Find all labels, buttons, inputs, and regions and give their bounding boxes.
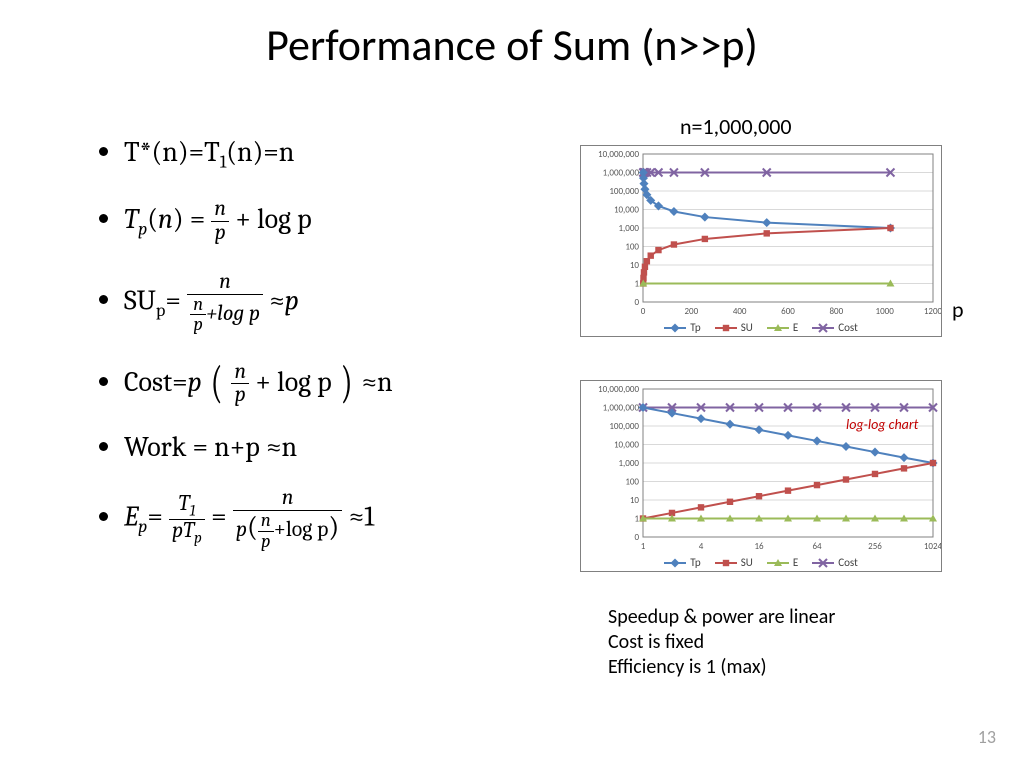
svg-text:400: 400 bbox=[733, 306, 747, 314]
bullet-5: Work = n+p ≈n bbox=[124, 433, 590, 461]
chart-linear: 10,000,0001,000,000100,00010,0001,000100… bbox=[580, 145, 942, 337]
note-line-3: Efficiency is 1 (max) bbox=[608, 655, 835, 680]
note-line-1: Speedup & power are linear bbox=[608, 605, 835, 630]
page-number: 13 bbox=[978, 726, 996, 748]
svg-text:4: 4 bbox=[699, 541, 704, 549]
bullet-6: Ep= T1 pTp = n p(np+log p) ≈1 bbox=[124, 487, 590, 551]
bullet-2: Tp(n) = np + log p bbox=[124, 198, 590, 245]
svg-text:1,000: 1,000 bbox=[619, 458, 640, 469]
chart-notes: Speedup & power are linear Cost is fixed… bbox=[608, 605, 835, 680]
svg-text:100,000: 100,000 bbox=[609, 421, 639, 432]
svg-text:10: 10 bbox=[630, 495, 640, 506]
chart-loglog: 10,000,0001,000,000100,00010,0001,000100… bbox=[580, 380, 942, 572]
loglog-label: log-log chart bbox=[846, 416, 918, 433]
svg-text:10: 10 bbox=[630, 260, 640, 271]
svg-text:600: 600 bbox=[781, 306, 795, 314]
p-axis-label: p bbox=[952, 296, 964, 323]
bullet-3: SUp= n np+log p ≈p bbox=[124, 271, 590, 335]
svg-text:100: 100 bbox=[625, 242, 639, 253]
svg-text:1: 1 bbox=[641, 541, 646, 549]
svg-text:1200: 1200 bbox=[924, 306, 941, 314]
svg-text:1024: 1024 bbox=[924, 541, 941, 549]
svg-text:800: 800 bbox=[829, 306, 843, 314]
svg-text:200: 200 bbox=[684, 306, 698, 314]
svg-text:0: 0 bbox=[634, 297, 639, 308]
bullet-4: Cost=p ( np + log p ) ≈n bbox=[124, 361, 590, 408]
svg-text:1000: 1000 bbox=[876, 306, 895, 314]
slide: Performance of Sum (n>>p) T*(n)=T1(n)=n … bbox=[0, 0, 1024, 768]
svg-text:1: 1 bbox=[634, 514, 639, 525]
svg-text:1,000,000: 1,000,000 bbox=[603, 168, 640, 179]
bullet-1: T*(n)=T1(n)=n bbox=[124, 138, 590, 172]
svg-text:0: 0 bbox=[641, 306, 646, 314]
bullet-list: T*(n)=T1(n)=n Tp(n) = np + log p SUp= n … bbox=[60, 138, 590, 577]
svg-text:100: 100 bbox=[625, 477, 639, 488]
slide-title: Performance of Sum (n>>p) bbox=[0, 18, 1024, 72]
svg-text:10,000: 10,000 bbox=[614, 205, 639, 216]
svg-text:100,000: 100,000 bbox=[609, 186, 639, 197]
svg-text:256: 256 bbox=[868, 541, 882, 549]
svg-text:10,000,000: 10,000,000 bbox=[598, 149, 639, 160]
svg-text:10,000,000: 10,000,000 bbox=[598, 384, 639, 395]
svg-text:1,000: 1,000 bbox=[619, 223, 640, 234]
svg-text:10,000: 10,000 bbox=[614, 440, 639, 451]
n-label: n=1,000,000 bbox=[680, 113, 792, 140]
svg-text:16: 16 bbox=[754, 541, 764, 549]
svg-text:1,000,000: 1,000,000 bbox=[603, 403, 640, 414]
note-line-2: Cost is fixed bbox=[608, 630, 835, 655]
svg-text:64: 64 bbox=[812, 541, 822, 549]
svg-text:1: 1 bbox=[634, 279, 639, 290]
svg-text:0: 0 bbox=[634, 532, 639, 543]
